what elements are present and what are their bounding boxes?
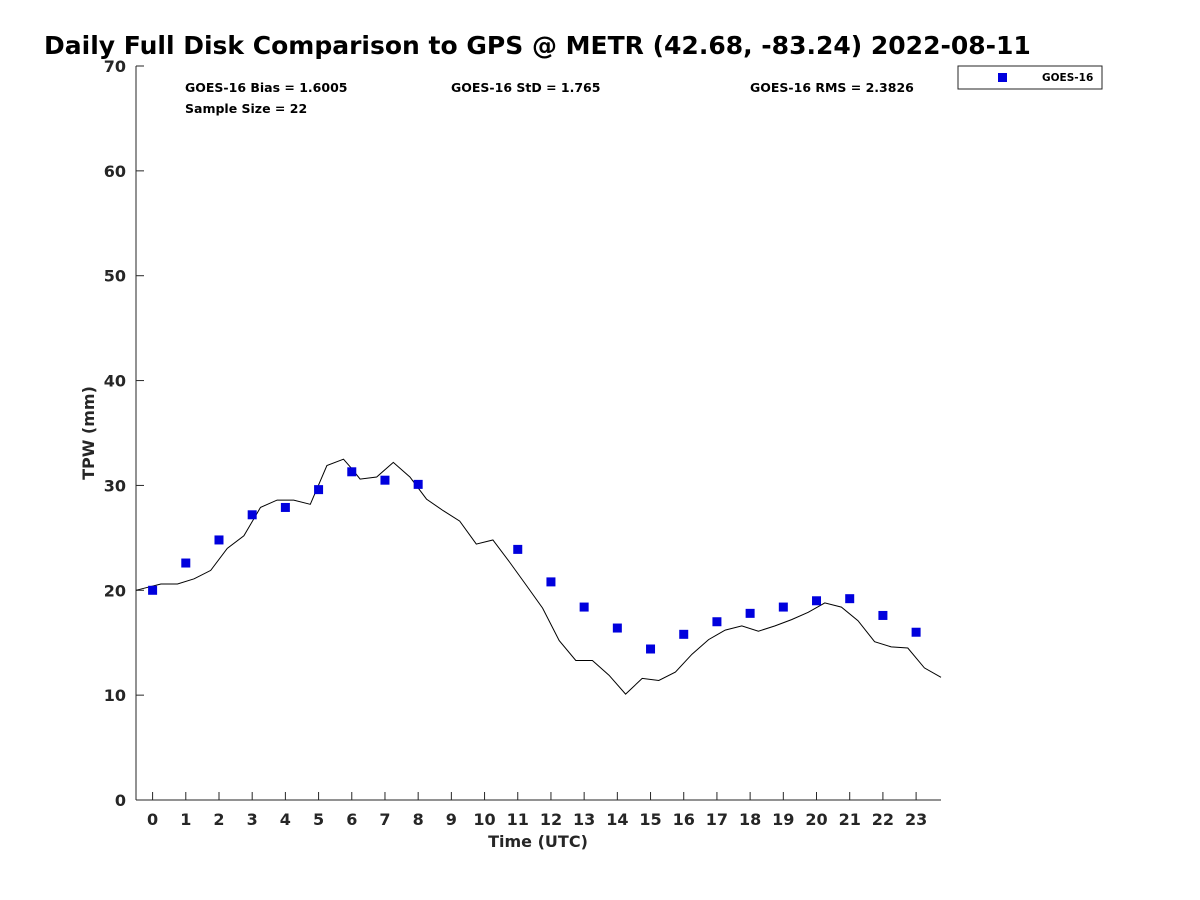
- goes16-point: [745, 608, 755, 618]
- x-tick-label: 6: [346, 810, 357, 829]
- gps-line: [135, 458, 942, 695]
- x-tick-label: 12: [540, 810, 562, 829]
- y-tick-label: 40: [104, 372, 126, 391]
- x-tick-label: 3: [247, 810, 258, 829]
- goes16-point: [845, 594, 855, 604]
- x-tick-label: 1: [180, 810, 191, 829]
- y-tick-label: 70: [104, 57, 126, 76]
- x-tick-label: 17: [706, 810, 728, 829]
- chart-title: Daily Full Disk Comparison to GPS @ METR…: [44, 31, 1031, 60]
- y-tick-label: 60: [104, 162, 126, 181]
- goes16-point: [878, 610, 888, 620]
- y-tick-label: 50: [104, 267, 126, 286]
- x-tick-label: 15: [639, 810, 661, 829]
- x-tick-label: 14: [606, 810, 628, 829]
- x-tick-label: 2: [213, 810, 224, 829]
- y-tick-label: 20: [104, 581, 126, 600]
- goes16-point: [778, 602, 788, 612]
- x-tick-label: 21: [839, 810, 861, 829]
- goes16-point: [646, 644, 656, 654]
- goes16-point: [347, 467, 357, 477]
- x-tick-label: 13: [573, 810, 595, 829]
- rms-stat: GOES-16 RMS = 2.3826: [750, 80, 914, 95]
- y-tick-label: 30: [104, 476, 126, 495]
- goes16-point: [181, 558, 191, 568]
- goes16-point: [314, 485, 324, 495]
- x-tick-label: 22: [872, 810, 894, 829]
- x-ticks: 0 1 2 3 4 5 6 7 8 9 10 11 12 13 14 15 16 17 18 19 20 21 22 23: [147, 792, 927, 829]
- x-tick-label: 20: [805, 810, 827, 829]
- y-axis-label: TPW (mm): [79, 386, 98, 480]
- goes16-point: [247, 510, 257, 520]
- bias-stat: GOES-16 Bias = 1.6005: [185, 80, 347, 95]
- goes16-point: [546, 577, 556, 587]
- goes16-point: [911, 627, 921, 637]
- legend: GOES-16: [957, 65, 1103, 90]
- x-tick-label: 11: [507, 810, 529, 829]
- x-tick-label: 9: [446, 810, 457, 829]
- goes16-point: [612, 623, 622, 633]
- legend-label: GOES-16: [1042, 72, 1093, 84]
- x-tick-label: 19: [772, 810, 794, 829]
- goes16-point: [679, 629, 689, 639]
- goes16-point: [148, 585, 158, 595]
- x-tick-label: 10: [473, 810, 495, 829]
- legend-marker: [998, 73, 1007, 82]
- x-tick-label: 4: [280, 810, 291, 829]
- goes16-point: [413, 479, 423, 489]
- sample-size-stat: Sample Size = 22: [185, 101, 307, 116]
- x-tick-label: 18: [739, 810, 761, 829]
- goes16-point: [812, 596, 822, 606]
- y-tick-label: 0: [115, 791, 126, 810]
- goes16-point: [280, 502, 290, 512]
- y-tick-label: 10: [104, 686, 126, 705]
- x-tick-label: 8: [413, 810, 424, 829]
- x-tick-label: 16: [673, 810, 695, 829]
- goes16-point: [214, 535, 224, 545]
- y-ticks: 0 10 20 30 40 50 60 70: [104, 57, 144, 810]
- x-tick-label: 23: [905, 810, 927, 829]
- goes16-point: [380, 475, 390, 485]
- x-tick-label: 7: [379, 810, 390, 829]
- x-tick-label: 5: [313, 810, 324, 829]
- goes16-point: [513, 544, 523, 554]
- x-tick-label: 0: [147, 810, 158, 829]
- std-stat: GOES-16 StD = 1.765: [451, 80, 600, 95]
- goes16-point: [579, 602, 589, 612]
- legend-box: [957, 65, 1103, 90]
- series-layer: [135, 458, 942, 695]
- goes16-point: [712, 617, 722, 627]
- x-axis-label: Time (UTC): [488, 832, 588, 851]
